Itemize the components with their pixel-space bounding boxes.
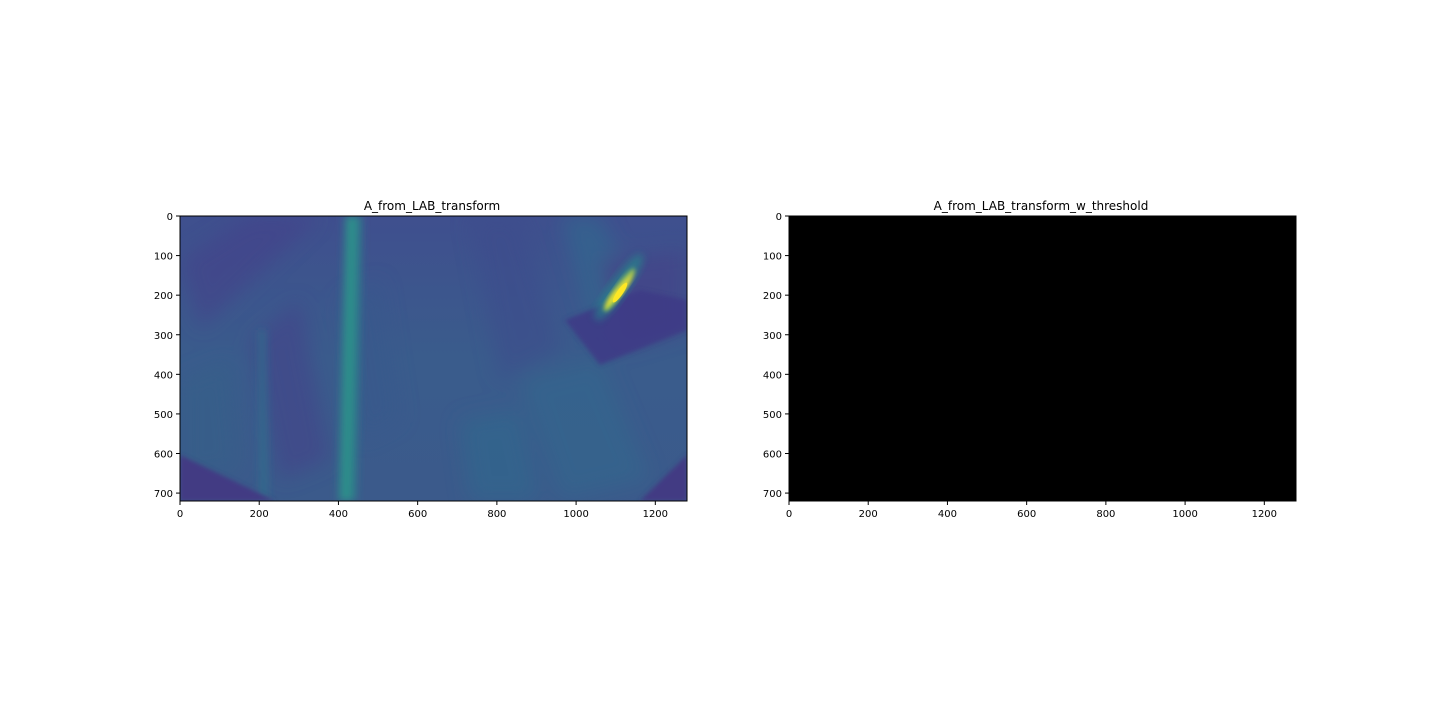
y-tick-label: 600	[154, 450, 173, 461]
y-tick-label: 100	[763, 252, 782, 263]
y-tick-label: 400	[763, 370, 782, 381]
panel-a-from-lab-threshold: A_from_LAB_transform_w_threshold 0 200 400…	[763, 199, 1297, 520]
x-axis-ticks: 0 200 400 600 800 1000 1200	[177, 501, 668, 520]
x-tick-label: 200	[250, 509, 269, 520]
y-tick-label: 0	[776, 212, 782, 223]
x-tick-label: 800	[1096, 509, 1115, 520]
y-tick-label: 700	[763, 489, 782, 500]
y-axis-ticks: 0 100 200 300 400 500 600 700	[154, 212, 180, 500]
y-tick-label: 400	[154, 370, 173, 381]
x-tick-label: 1200	[643, 509, 668, 520]
y-tick-label: 100	[154, 252, 173, 263]
x-tick-label: 600	[1017, 509, 1036, 520]
panel-a-from-lab: A_from_LAB_transform 0 200 400 600 800 1000 12…	[154, 199, 688, 520]
y-tick-label: 300	[763, 331, 782, 342]
y-tick-label: 0	[167, 212, 173, 223]
x-tick-label: 400	[329, 509, 348, 520]
x-tick-label: 1000	[1172, 509, 1197, 520]
heatmap-image	[789, 216, 1296, 501]
y-tick-label: 200	[763, 291, 782, 302]
x-tick-label: 200	[859, 509, 878, 520]
y-tick-label: 300	[154, 331, 173, 342]
x-tick-label: 400	[938, 509, 957, 520]
x-tick-label: 0	[786, 509, 792, 520]
y-tick-label: 500	[763, 410, 782, 421]
x-tick-label: 800	[487, 509, 506, 520]
y-axis-ticks: 0 100 200 300 400 500 600 700	[763, 212, 789, 500]
x-tick-label: 1200	[1252, 509, 1277, 520]
x-tick-label: 600	[408, 509, 427, 520]
x-tick-label: 1000	[563, 509, 588, 520]
axes-frame	[788, 215, 1297, 502]
chart-title: A_from_LAB_transform	[364, 199, 500, 213]
x-tick-label: 0	[177, 509, 183, 520]
x-axis-ticks: 0 200 400 600 800 1000 1200	[786, 501, 1277, 520]
y-tick-label: 500	[154, 410, 173, 421]
heatmap-image	[180, 216, 687, 501]
axes-frame	[179, 215, 688, 502]
y-tick-label: 700	[154, 489, 173, 500]
chart-title: A_from_LAB_transform_w_threshold	[934, 199, 1149, 213]
y-tick-label: 600	[763, 450, 782, 461]
y-tick-label: 200	[154, 291, 173, 302]
